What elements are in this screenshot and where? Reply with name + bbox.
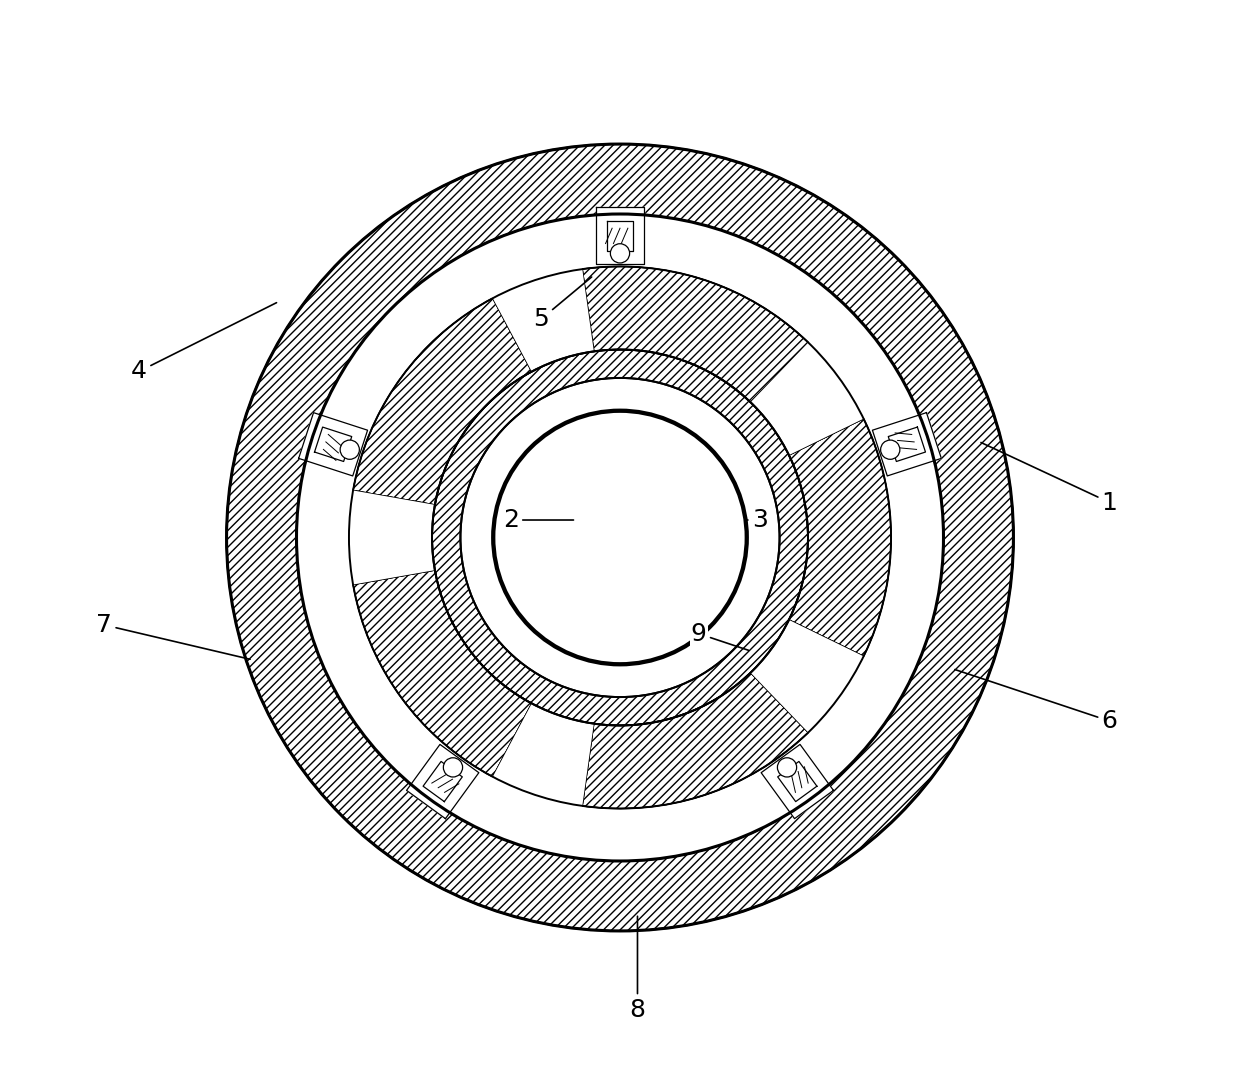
Polygon shape — [596, 207, 644, 264]
Circle shape — [880, 440, 900, 459]
Circle shape — [777, 758, 796, 777]
Circle shape — [296, 214, 944, 861]
Wedge shape — [353, 298, 532, 505]
Wedge shape — [583, 267, 808, 402]
Circle shape — [227, 144, 1013, 931]
Text: 9: 9 — [691, 621, 749, 650]
Circle shape — [494, 411, 746, 664]
Text: 1: 1 — [981, 443, 1117, 515]
Wedge shape — [789, 418, 892, 657]
Wedge shape — [353, 570, 532, 777]
Wedge shape — [750, 620, 868, 735]
Polygon shape — [873, 413, 941, 476]
Circle shape — [340, 440, 360, 459]
Polygon shape — [407, 744, 479, 819]
Text: 4: 4 — [131, 303, 277, 384]
Text: 5: 5 — [533, 277, 591, 331]
Polygon shape — [299, 413, 367, 476]
Polygon shape — [761, 744, 833, 819]
Wedge shape — [491, 264, 594, 372]
Circle shape — [444, 758, 463, 777]
Text: 2: 2 — [502, 508, 574, 532]
Circle shape — [610, 244, 630, 263]
Text: 7: 7 — [97, 613, 250, 659]
Text: 8: 8 — [630, 916, 646, 1021]
Wedge shape — [345, 490, 435, 585]
Text: 3: 3 — [746, 508, 768, 532]
Wedge shape — [583, 673, 808, 808]
Text: 6: 6 — [955, 670, 1117, 733]
Wedge shape — [491, 703, 594, 811]
Wedge shape — [750, 340, 868, 455]
